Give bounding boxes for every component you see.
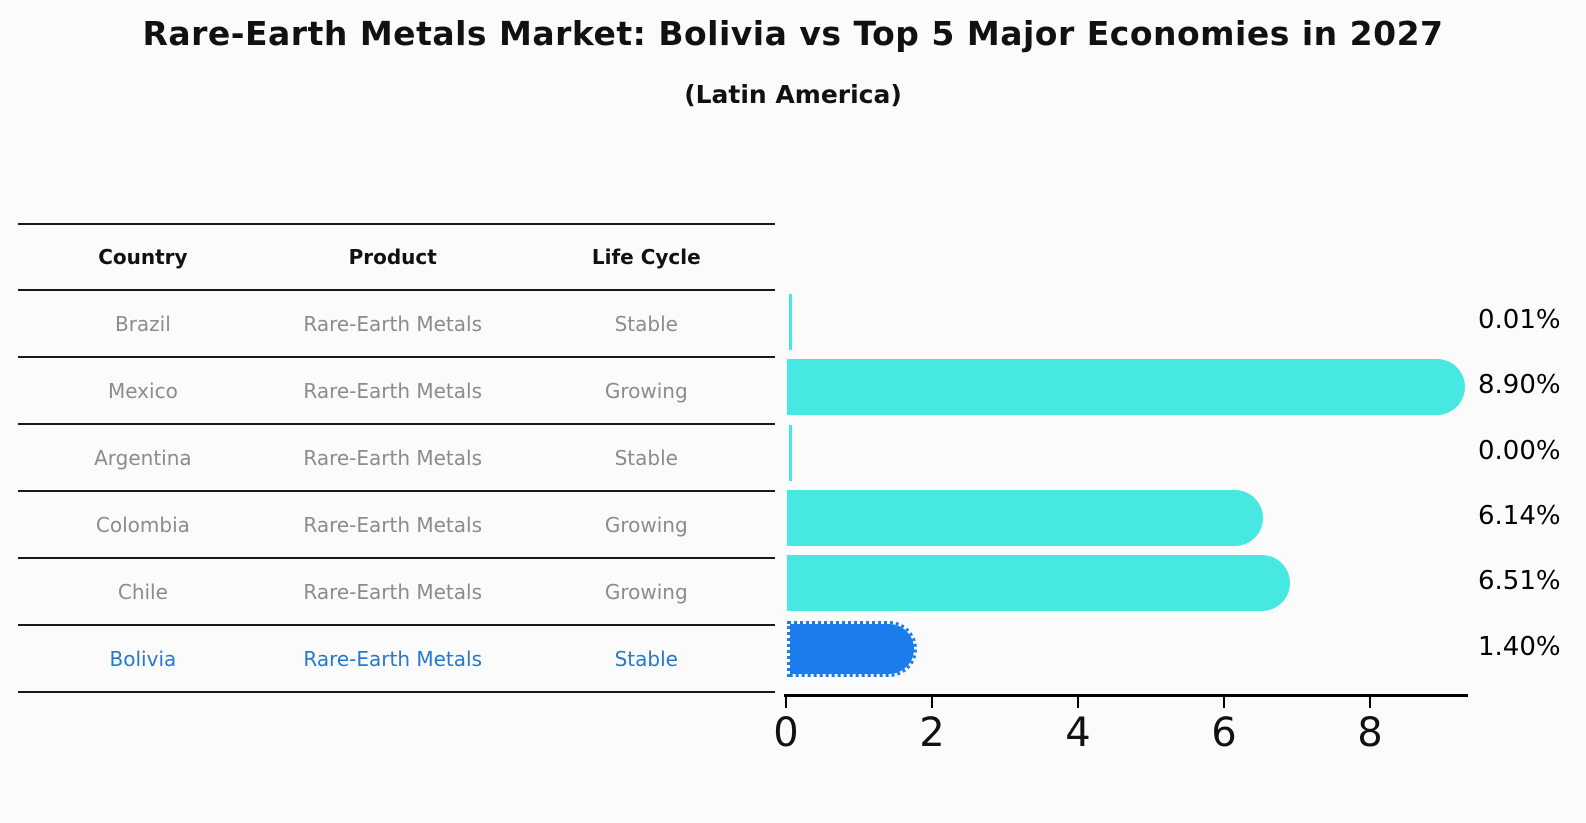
table-row: Argentina Rare-Earth Metals Stable: [18, 425, 775, 492]
x-axis-tick-label: 0: [773, 710, 799, 756]
country-cell: Bolivia: [109, 646, 177, 671]
country-cell: Chile: [117, 579, 168, 604]
bar-brazil: [789, 293, 792, 350]
page-subtitle: (Latin America): [684, 80, 902, 109]
country-cell: Mexico: [107, 378, 178, 403]
value-label: 0.01%: [1478, 304, 1561, 335]
x-axis-tick: [785, 697, 787, 708]
bar-argentina: [789, 424, 792, 481]
bar-colombia: [787, 489, 1264, 546]
x-axis-tick: [931, 697, 933, 708]
column-header-country: Country: [98, 245, 188, 269]
table-row: Mexico Rare-Earth Metals Growing: [18, 358, 775, 425]
x-axis-tick: [1369, 697, 1371, 708]
x-axis-tick-label: 2: [919, 710, 945, 756]
table-row: Chile Rare-Earth Metals Growing: [18, 559, 775, 626]
product-cell: Rare-Earth Metals: [303, 378, 483, 403]
bar-chile: [787, 555, 1291, 612]
table-row: Colombia Rare-Earth Metals Growing: [18, 492, 775, 559]
table-header-row: Country Product Life Cycle: [18, 223, 775, 291]
bar-bolivia: [787, 620, 918, 677]
value-label: 8.90%: [1478, 370, 1561, 401]
life-cycle-cell: Growing: [604, 579, 688, 604]
x-axis-tick-label: 4: [1065, 710, 1091, 756]
x-axis-tick-label: 8: [1357, 710, 1383, 756]
table-row: Brazil Rare-Earth Metals Stable: [18, 291, 775, 358]
country-cell: Argentina: [94, 445, 192, 470]
table-body: Brazil Rare-Earth Metals Stable Mexico Rare-…: [18, 291, 775, 693]
value-label: 6.14%: [1478, 500, 1561, 531]
country-cell: Colombia: [95, 512, 190, 537]
product-cell: Rare-Earth Metals: [303, 512, 483, 537]
page-title: Rare-Earth Metals Market: Bolivia vs Top…: [142, 14, 1444, 53]
country-table: Country Product Life Cycle Brazil Rare-Ea…: [18, 223, 775, 693]
x-axis: [784, 694, 1468, 697]
column-header-product: Product: [348, 245, 437, 269]
life-cycle-cell: Stable: [614, 445, 678, 470]
column-header-life-cycle: Life Cycle: [591, 245, 701, 269]
product-cell: Rare-Earth Metals: [303, 311, 483, 336]
life-cycle-cell: Growing: [604, 512, 688, 537]
x-axis-tick: [1223, 697, 1225, 708]
life-cycle-cell: Growing: [604, 378, 688, 403]
value-label: 6.51%: [1478, 566, 1561, 597]
product-cell: Rare-Earth Metals: [303, 445, 483, 470]
product-cell: Rare-Earth Metals: [303, 646, 483, 671]
value-label: 1.40%: [1478, 631, 1561, 662]
x-axis-tick-label: 6: [1211, 710, 1237, 756]
x-axis-tick: [1077, 697, 1079, 708]
value-label: 0.00%: [1478, 435, 1561, 466]
life-cycle-cell: Stable: [614, 646, 678, 671]
country-cell: Brazil: [114, 311, 171, 336]
life-cycle-cell: Stable: [614, 311, 678, 336]
product-cell: Rare-Earth Metals: [303, 579, 483, 604]
table-row: Bolivia Rare-Earth Metals Stable: [18, 626, 775, 693]
bar-mexico: [787, 359, 1465, 416]
